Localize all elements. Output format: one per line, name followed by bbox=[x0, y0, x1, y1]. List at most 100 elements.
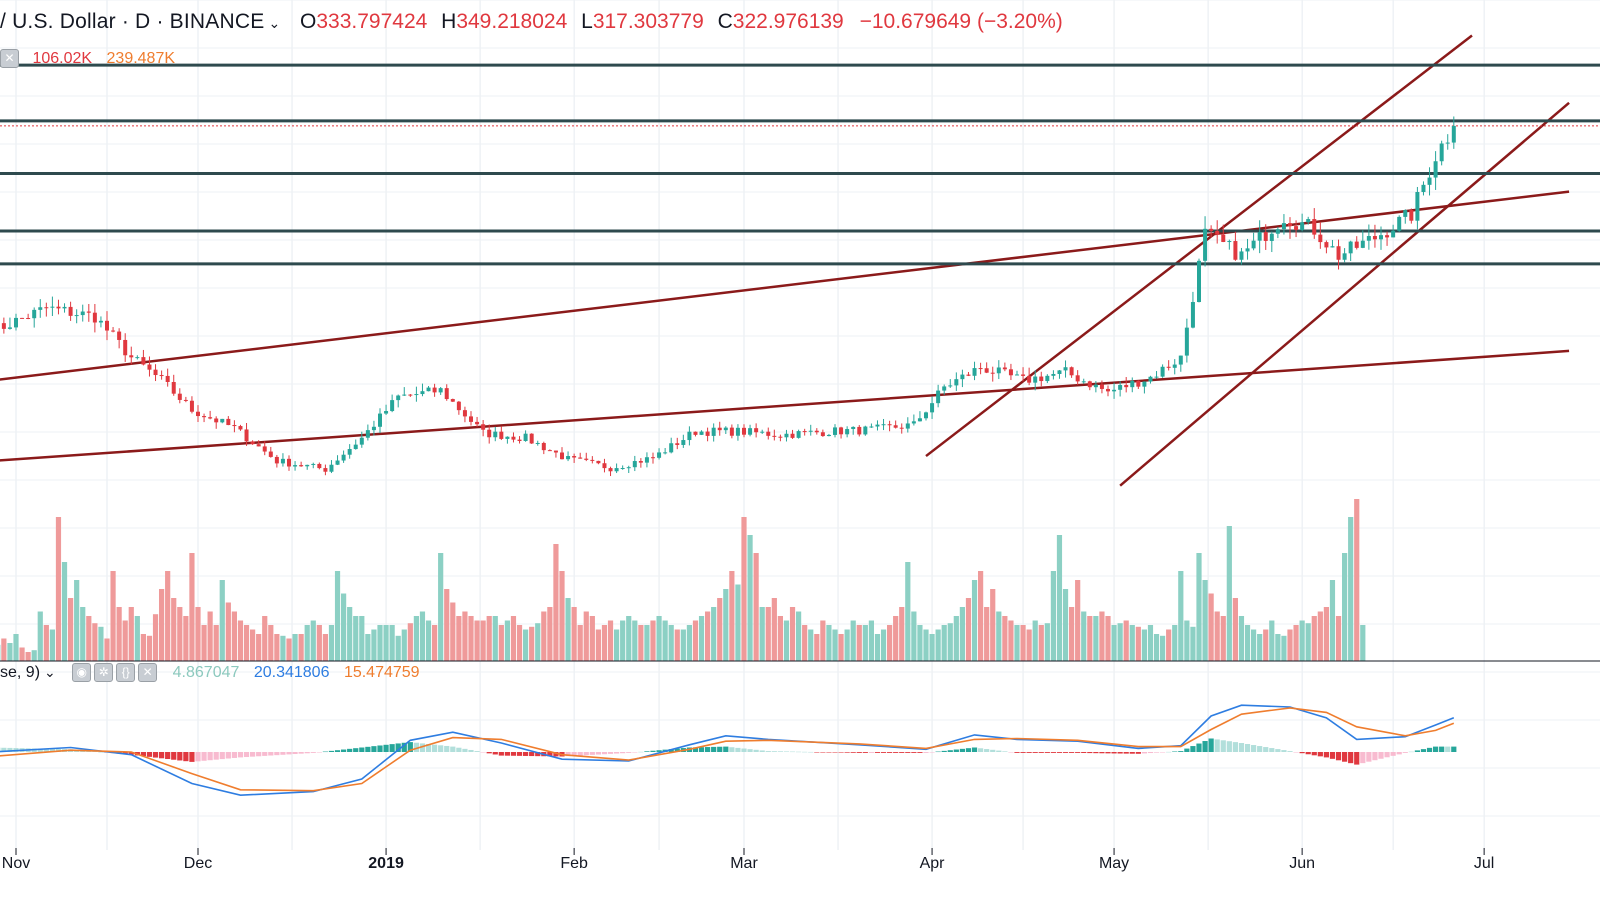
candle-body bbox=[1385, 235, 1390, 238]
macd-histogram-bar bbox=[789, 751, 796, 753]
candle-body bbox=[117, 331, 122, 340]
volume-bar bbox=[1038, 625, 1044, 661]
macd-histogram bbox=[0, 738, 1457, 765]
candle-body bbox=[1075, 375, 1080, 382]
macd-histogram-bar bbox=[1396, 752, 1402, 755]
volume-bar bbox=[304, 625, 310, 661]
candle-body bbox=[135, 357, 140, 359]
macd-histogram-bar bbox=[1402, 752, 1408, 753]
candle-body bbox=[1263, 232, 1268, 241]
candle-body bbox=[1197, 260, 1201, 303]
volume-bar bbox=[432, 625, 438, 661]
candle-body bbox=[1130, 380, 1135, 388]
volume-bar bbox=[480, 620, 486, 661]
macd-histogram-bar bbox=[1299, 752, 1305, 754]
candle-body bbox=[238, 426, 243, 430]
macd-histogram-bar bbox=[280, 752, 286, 755]
volume-bar bbox=[516, 625, 523, 661]
gear-icon[interactable]: ✲ bbox=[94, 663, 114, 682]
macd-histogram-bar bbox=[334, 750, 341, 752]
volume-bar bbox=[698, 616, 705, 661]
candle-body bbox=[960, 374, 965, 380]
candle-body bbox=[572, 456, 577, 458]
candle-body bbox=[20, 317, 25, 319]
macd-histogram-bar bbox=[1305, 752, 1311, 755]
chevron-down-icon[interactable]: ⌄ bbox=[44, 663, 56, 680]
macd-histogram-bar bbox=[152, 752, 159, 758]
macd-histogram-bar bbox=[140, 752, 146, 757]
volume-bar bbox=[1257, 634, 1263, 661]
candle-body bbox=[1342, 253, 1347, 260]
candle-body bbox=[444, 388, 449, 400]
volume-bar bbox=[783, 620, 790, 661]
candle-body bbox=[802, 431, 807, 433]
macd-histogram-bar bbox=[577, 752, 583, 756]
candle-body bbox=[778, 436, 783, 438]
macd-histogram-bar bbox=[1408, 751, 1414, 753]
close-icon[interactable]: ✕ bbox=[0, 49, 19, 68]
volume-bar bbox=[850, 620, 856, 661]
macd-histogram-bar bbox=[1172, 751, 1178, 752]
candle-body bbox=[948, 385, 953, 387]
volume-bar bbox=[474, 620, 480, 661]
macd-histogram-bar bbox=[189, 752, 195, 762]
macd-histogram-bar bbox=[1081, 752, 1087, 753]
x-axis-label: Feb bbox=[560, 855, 588, 872]
macd-histogram-bar bbox=[947, 750, 953, 752]
volume-bar bbox=[1129, 625, 1135, 661]
volume-bar bbox=[128, 607, 134, 661]
macd-histogram-bar bbox=[510, 752, 517, 756]
candle-body bbox=[74, 315, 79, 317]
macd-histogram-bar bbox=[377, 745, 383, 752]
macd-histogram-bar bbox=[856, 752, 862, 753]
volume-bar bbox=[377, 625, 383, 661]
macd-histogram-bar bbox=[553, 752, 559, 757]
macd-histogram-bar bbox=[1439, 746, 1445, 752]
macd-histogram-bar bbox=[632, 752, 638, 753]
chevron-down-icon[interactable]: ⌄ bbox=[268, 15, 281, 31]
volume-bar bbox=[219, 580, 225, 661]
macd-histogram-bar bbox=[887, 752, 893, 753]
candle-body bbox=[1033, 376, 1038, 383]
volume-bar bbox=[1190, 626, 1196, 661]
candle-body bbox=[553, 450, 558, 453]
macd-histogram-bar bbox=[365, 746, 371, 752]
eye-icon[interactable]: ◉ bbox=[72, 663, 92, 682]
volume-bar bbox=[1299, 620, 1305, 661]
macd-params-label[interactable]: se, 9) bbox=[0, 663, 41, 681]
macd-histogram-bar bbox=[1281, 750, 1287, 752]
candle-body bbox=[384, 411, 389, 414]
candle-body bbox=[560, 452, 564, 460]
macd-histogram-bar bbox=[802, 751, 808, 753]
volume-bar bbox=[984, 607, 990, 661]
volume-bar bbox=[237, 620, 244, 661]
volume-bar bbox=[662, 620, 668, 661]
candle-body bbox=[614, 468, 619, 472]
candle-body bbox=[966, 374, 971, 376]
macd-histogram-bar bbox=[450, 746, 456, 752]
volume-bar bbox=[1135, 626, 1141, 661]
macd-histogram-bar bbox=[826, 752, 832, 753]
candle-body bbox=[535, 442, 540, 444]
volume-bar bbox=[941, 625, 947, 661]
candle-body bbox=[1172, 364, 1177, 368]
low-key: L bbox=[581, 10, 593, 33]
symbol-pair-label[interactable]: / U.S. Dollar · D · BINANCE bbox=[0, 10, 265, 33]
macd-histogram-bar bbox=[868, 752, 874, 753]
macd-histogram-bar bbox=[1196, 743, 1202, 752]
candle-body bbox=[1245, 248, 1250, 252]
macd-histogram-bar bbox=[250, 752, 256, 757]
volume-bar bbox=[692, 620, 699, 661]
macd-histogram-bar bbox=[389, 744, 395, 752]
close-icon[interactable]: ✕ bbox=[138, 663, 158, 682]
volume-bar bbox=[152, 614, 159, 661]
macd-histogram-bar bbox=[923, 752, 929, 753]
volume-bar bbox=[607, 620, 614, 661]
volume-bar bbox=[80, 607, 86, 661]
candle-body bbox=[432, 387, 437, 393]
macd-histogram-bar bbox=[935, 751, 941, 753]
trend-lines bbox=[0, 34, 1570, 487]
candle-body bbox=[547, 450, 552, 452]
braces-icon[interactable]: {} bbox=[116, 663, 136, 682]
